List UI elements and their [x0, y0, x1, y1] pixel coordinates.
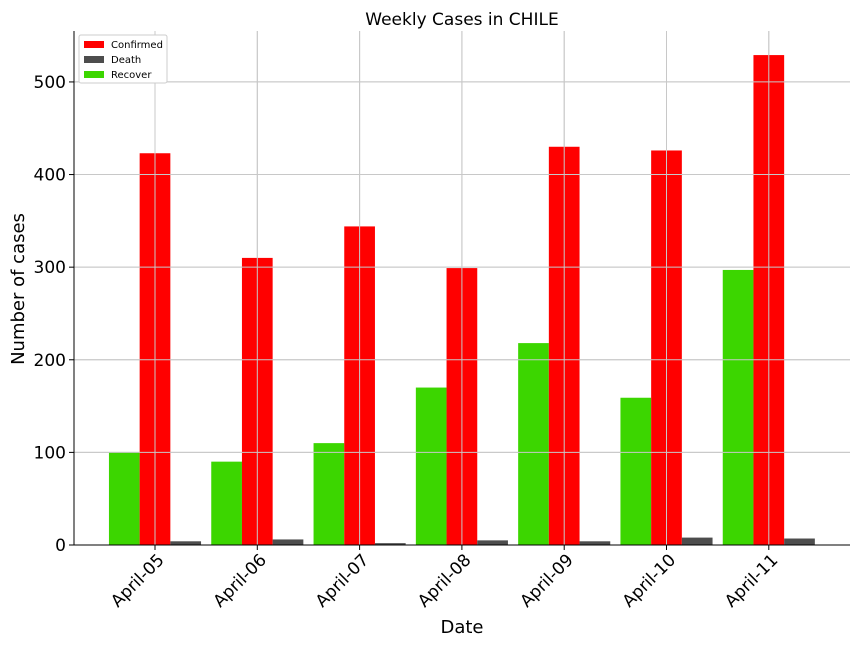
bar-death — [272, 539, 304, 545]
x-tick-label: April-10 — [619, 550, 680, 611]
bar-recover — [313, 443, 345, 545]
x-tick-label: April-08 — [414, 550, 475, 611]
legend-swatch — [84, 56, 104, 63]
legend-label: Recover — [111, 70, 152, 81]
bar-recover — [211, 461, 242, 545]
axes — [69, 31, 850, 550]
legend-label: Confirmed — [111, 40, 163, 51]
legend-swatch — [84, 71, 104, 78]
y-tick-label: 400 — [34, 166, 66, 186]
grid-overlay — [74, 31, 850, 546]
x-tick-label: April-06 — [210, 550, 271, 611]
bar-recover — [108, 452, 140, 545]
legend: Confirmed Death Recover — [78, 34, 168, 84]
y-tick-label: 0 — [55, 536, 66, 556]
bar-recover — [518, 343, 549, 545]
y-tick-label: 100 — [34, 443, 66, 463]
y-axis-title: Number of cases — [8, 213, 29, 365]
x-tick-label: April-05 — [107, 550, 168, 611]
bar-recover — [415, 387, 447, 545]
y-tick-label: 500 — [34, 73, 66, 93]
legend-swatch — [84, 41, 104, 48]
bar-death — [477, 540, 508, 545]
x-axis-title: Date — [440, 617, 483, 638]
bar-death — [784, 538, 815, 545]
bar-death — [170, 541, 202, 545]
legend-label: Death — [111, 55, 141, 66]
bar-recover — [722, 269, 754, 545]
x-tick-label: April-09 — [516, 550, 577, 611]
x-tick-label: April-11 — [721, 550, 782, 611]
bar-death — [374, 543, 406, 545]
bar-death — [579, 541, 611, 545]
y-tick-label: 300 — [34, 258, 66, 278]
y-tick-label: 200 — [34, 351, 66, 371]
bar-recover — [620, 397, 652, 545]
bars — [74, 31, 850, 546]
x-tick-label: April-07 — [312, 550, 373, 611]
chart-title: Weekly Cases in CHILE — [365, 10, 558, 30]
bar-death — [681, 537, 713, 545]
